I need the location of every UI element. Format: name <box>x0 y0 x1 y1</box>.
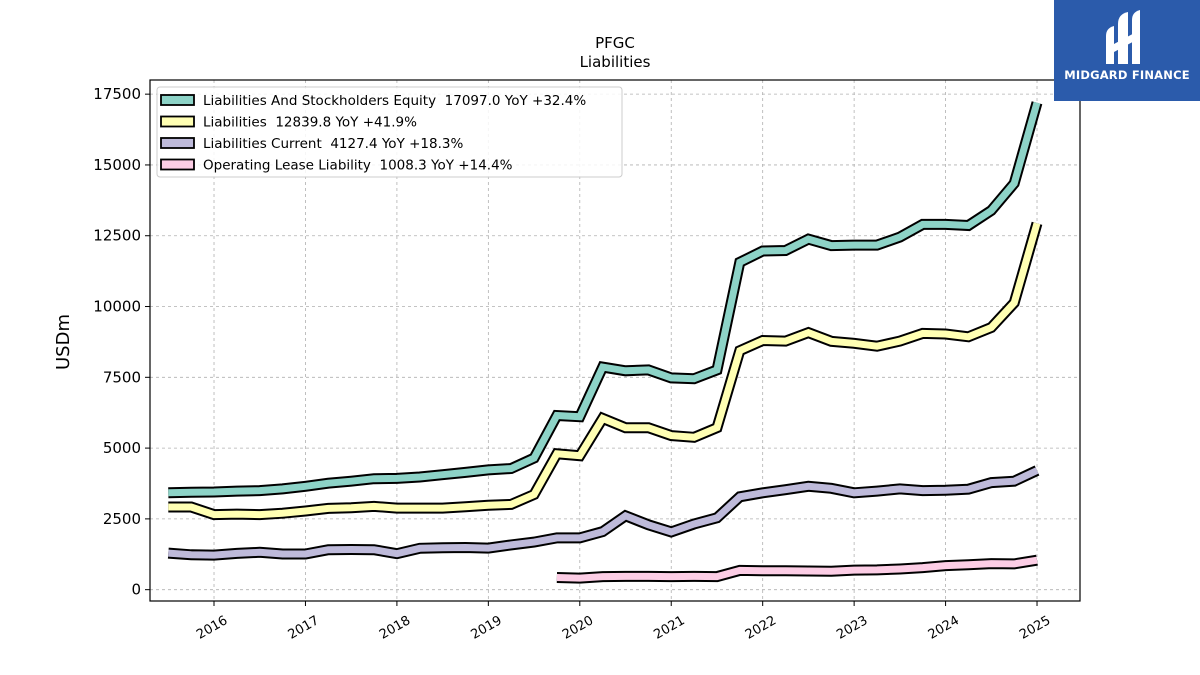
y-tick-label: 0 <box>131 581 141 599</box>
y-tick-label: 17500 <box>93 85 141 103</box>
legend-entry-1: Liabilities 12839.8 YoY +41.9% <box>203 115 417 131</box>
series-line-0 <box>168 101 1041 497</box>
x-tick-label: 2025 <box>1017 613 1053 643</box>
legend-swatch-2 <box>160 137 195 149</box>
midgard-finance-logo: MIDGARD FINANCE <box>1054 0 1200 101</box>
series-line-2 <box>168 467 1039 559</box>
x-tick-label: 2022 <box>743 613 779 643</box>
midgard-logo-icon <box>1106 10 1140 64</box>
y-tick-label: 2500 <box>103 510 141 528</box>
legend-entry-0: Liabilities And Stockholders Equity 1709… <box>203 93 586 109</box>
x-tick-label: 2023 <box>834 613 870 643</box>
brand-name: MIDGARD FINANCE <box>1064 68 1190 82</box>
legend-swatch-3 <box>160 158 195 171</box>
chart-subtitle: Liabilities <box>580 53 651 71</box>
series-line-3 <box>556 556 1038 582</box>
legend-entry-3: Operating Lease Liability 1008.3 YoY +14… <box>203 158 513 174</box>
legend: Liabilities And Stockholders Equity 1709… <box>156 86 623 178</box>
x-tick-label: 2018 <box>377 613 413 643</box>
series-line-1 <box>168 222 1041 519</box>
x-tick-label: 2024 <box>926 613 962 643</box>
y-tick-label: 5000 <box>103 439 141 457</box>
x-axis-ticks: 2016 2017 2018 2019 2020 2021 2022 2023 2024 2025 <box>194 601 1053 643</box>
grid-lines <box>150 80 1080 601</box>
legend-swatch-1 <box>160 115 195 128</box>
series-layer <box>167 101 1043 584</box>
x-tick-label: 2021 <box>651 613 687 643</box>
y-axis-label: USDm <box>53 314 74 370</box>
y-tick-label: 15000 <box>93 156 141 174</box>
y-tick-label: 10000 <box>93 298 141 316</box>
chart-title: PFGC <box>595 34 635 52</box>
legend-swatch-0 <box>160 94 195 106</box>
x-tick-label: 2020 <box>560 613 596 643</box>
y-tick-label: 7500 <box>103 368 141 386</box>
x-tick-label: 2017 <box>286 613 322 643</box>
y-tick-label: 12500 <box>93 227 141 245</box>
legend-box <box>156 86 623 178</box>
x-tick-label: 2019 <box>469 613 505 643</box>
legend-entry-2: Liabilities Current 4127.4 YoY +18.3% <box>203 136 463 152</box>
y-axis-ticks: 0 2500 5000 7500 10000 12500 15000 17500 <box>93 85 150 599</box>
x-tick-label: 2016 <box>194 613 230 643</box>
plot-frame <box>149 79 1081 602</box>
